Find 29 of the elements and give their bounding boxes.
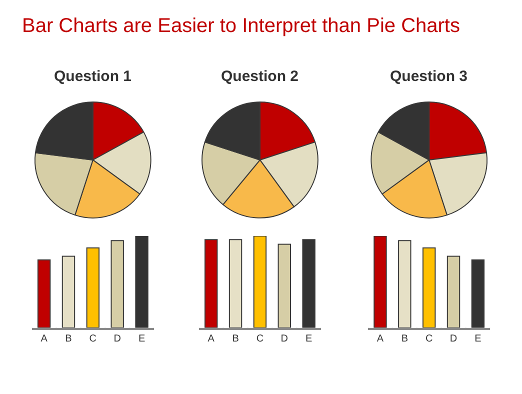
x-tick-label: A [376,334,384,345]
bar [398,240,412,328]
bar [62,256,76,328]
bar [422,247,436,328]
x-tick-label: A [208,334,215,345]
bar [135,236,148,328]
text: Bar Charts are Easier to Interpret than Pie Charts [22,15,460,37]
x-tick-label: C [425,334,433,345]
bar [374,236,387,328]
bar [37,259,51,328]
bar [110,240,124,328]
chart-title: Question 3 [390,68,468,85]
x-tick-label: B [232,334,240,345]
bar [471,259,485,328]
x-tick-label: C [89,334,97,345]
x-tick-label: E [138,334,146,345]
chart-title: Question 1 [54,68,132,85]
x-tick-label: D [114,334,121,345]
x-tick-label: A [40,334,48,345]
bar [86,247,100,328]
x-tick-label: B [65,334,72,345]
x-tick-label: D [450,334,458,345]
x-tick-label: C [256,334,264,345]
chart-title: Question 2 [221,68,299,85]
bar [446,256,460,328]
x-tick-label: D [280,334,288,345]
x-tick-label: E [305,334,312,345]
x-tick-label: B [401,334,408,345]
x-tick-label: E [474,334,482,345]
